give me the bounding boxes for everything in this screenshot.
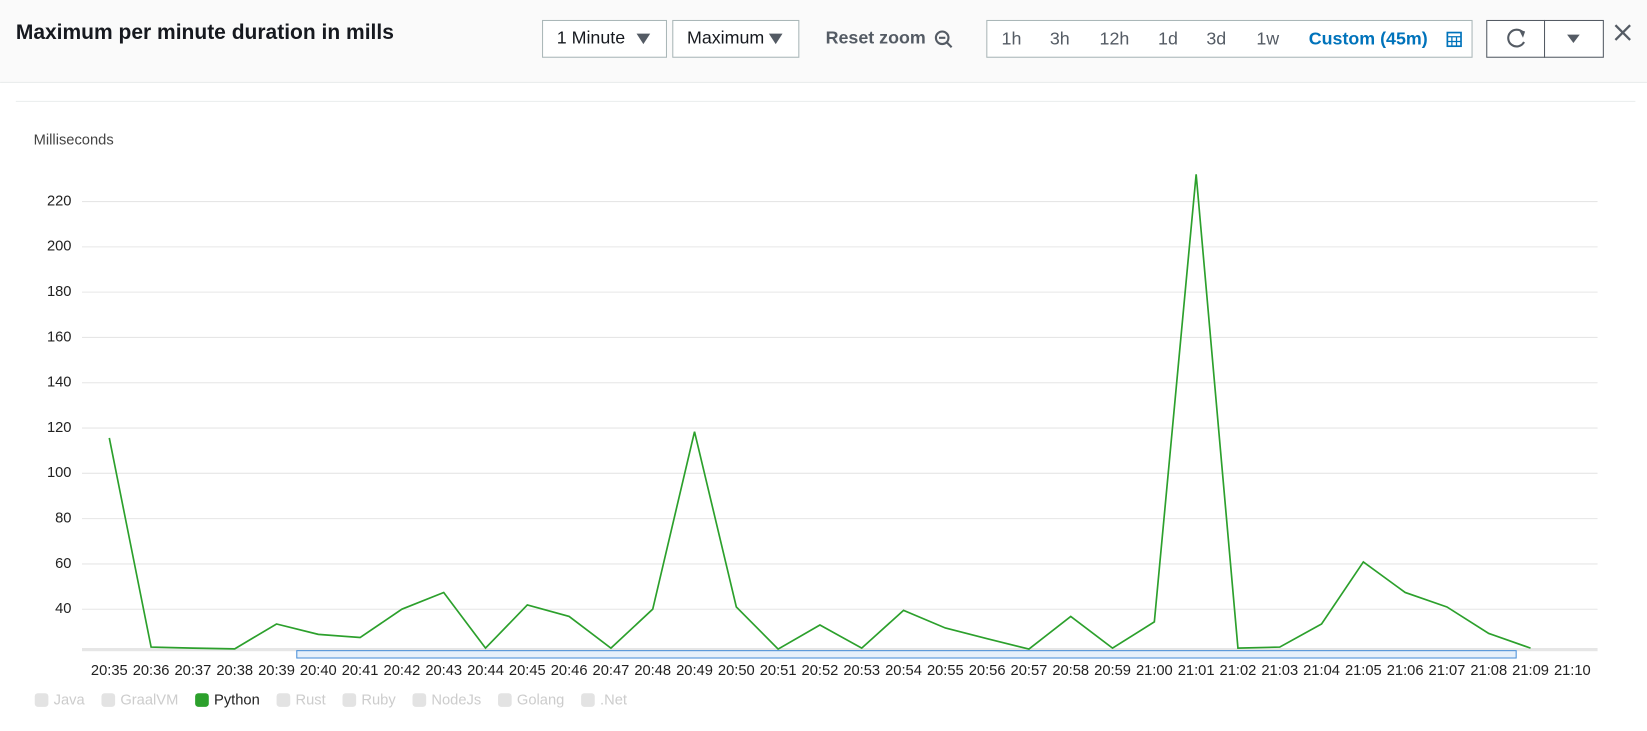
- legend-label[interactable]: Java: [54, 692, 86, 708]
- statistic-dropdown[interactable]: Maximum: [672, 19, 800, 58]
- x-tick-label: 21:06: [1387, 663, 1424, 679]
- range-button[interactable]: 1h: [1002, 29, 1022, 49]
- range-button[interactable]: 12h: [1100, 29, 1130, 49]
- x-tick-label: 21:02: [1220, 663, 1257, 679]
- range-button[interactable]: 1w: [1256, 29, 1279, 49]
- x-tick-label: 21:04: [1303, 663, 1340, 679]
- y-tick-label: 220: [47, 193, 72, 209]
- legend-label[interactable]: GraalVM: [120, 692, 178, 708]
- y-tick-label: 60: [55, 556, 71, 572]
- custom-range-label: Custom (45m): [1309, 29, 1428, 49]
- x-tick-label: 20:48: [634, 663, 671, 679]
- legend-swatch[interactable]: [581, 693, 595, 707]
- x-tick-label: 20:56: [969, 663, 1006, 679]
- x-tick-label: 21:10: [1554, 663, 1591, 679]
- x-tick-label: 20:53: [843, 663, 880, 679]
- x-tick-label: 21:07: [1429, 663, 1466, 679]
- legend-swatch[interactable]: [101, 693, 116, 707]
- legend-swatch[interactable]: [195, 693, 209, 707]
- y-tick-label: 180: [47, 284, 72, 300]
- legend-swatch[interactable]: [498, 693, 512, 707]
- period-dropdown[interactable]: 1 Minute: [542, 19, 668, 58]
- x-tick-label: 20:40: [300, 663, 337, 679]
- x-tick-label: 20:55: [927, 663, 964, 679]
- legend-swatch[interactable]: [342, 693, 357, 707]
- data-line: [108, 174, 1531, 651]
- x-tick-label: 20:52: [802, 663, 839, 679]
- reset-zoom[interactable]: Reset zoom: [826, 28, 953, 49]
- x-tick-label: 20:45: [509, 663, 546, 679]
- y-tick-label: 140: [47, 375, 72, 391]
- y-tick-label: 160: [47, 329, 72, 345]
- refresh-button[interactable]: [1486, 19, 1546, 58]
- y-tick-label: 200: [47, 239, 72, 255]
- x-tick-label: 20:49: [676, 663, 713, 679]
- x-tick-label: 20:38: [216, 663, 253, 679]
- x-tick-label: 21:09: [1512, 663, 1549, 679]
- x-tick-label: 20:36: [133, 663, 170, 679]
- reset-zoom-label: Reset zoom: [826, 28, 926, 48]
- range-button[interactable]: 3h: [1050, 29, 1070, 49]
- y-tick-label: 40: [55, 601, 71, 617]
- y-tick-label: 100: [47, 465, 72, 481]
- x-tick-label: 20:42: [384, 663, 421, 679]
- period-label: 1 Minute: [557, 28, 626, 48]
- legend-label[interactable]: NodeJs: [431, 692, 481, 708]
- navigator-range[interactable]: [296, 650, 1517, 659]
- x-tick-label: 21:00: [1136, 663, 1173, 679]
- legend-swatch[interactable]: [276, 693, 291, 707]
- x-tick-label: 20:39: [258, 663, 295, 679]
- x-tick-label: 20:35: [91, 663, 128, 679]
- y-axis-label: Milliseconds: [34, 133, 114, 149]
- x-tick-label: 21:01: [1178, 663, 1215, 679]
- x-tick-label: 20:41: [342, 663, 379, 679]
- x-tick-label: 20:47: [593, 663, 630, 679]
- y-tick-label: 80: [55, 511, 71, 527]
- x-tick-label: 20:54: [885, 663, 922, 679]
- legend-label[interactable]: Golang: [517, 692, 564, 708]
- legend-label[interactable]: Ruby: [361, 692, 396, 708]
- legend-label[interactable]: Rust: [295, 692, 325, 708]
- custom-range[interactable]: Custom (45m): [1309, 29, 1462, 49]
- legend-label[interactable]: .Net: [600, 692, 627, 708]
- x-tick-label: 21:08: [1470, 663, 1507, 679]
- legend-swatch[interactable]: [34, 693, 49, 707]
- legend-label[interactable]: Python: [214, 692, 260, 708]
- range-button[interactable]: 3d: [1206, 29, 1226, 49]
- x-tick-label: 21:05: [1345, 663, 1382, 679]
- chart-title: Maximum per minute duration in mills: [16, 21, 394, 44]
- close-button[interactable]: [1614, 24, 1631, 41]
- x-tick-label: 21:03: [1261, 663, 1298, 679]
- legend-swatch[interactable]: [412, 693, 427, 707]
- x-tick-label: 20:43: [425, 663, 462, 679]
- statistic-label: Maximum: [687, 28, 764, 48]
- x-tick-label: 20:58: [1052, 663, 1089, 679]
- range-group: [986, 19, 1473, 58]
- x-tick-label: 20:44: [467, 663, 504, 679]
- navigator-track: [81, 648, 1598, 652]
- range-button[interactable]: 1d: [1158, 29, 1178, 49]
- refresh-options[interactable]: [1543, 19, 1604, 58]
- x-tick-label: 20:51: [760, 663, 797, 679]
- x-tick-label: 20:37: [175, 663, 212, 679]
- y-tick-label: 120: [47, 420, 72, 436]
- x-tick-label: 20:50: [718, 663, 755, 679]
- x-tick-label: 20:59: [1094, 663, 1131, 679]
- x-tick-label: 20:46: [551, 663, 588, 679]
- x-tick-label: 20:57: [1011, 663, 1048, 679]
